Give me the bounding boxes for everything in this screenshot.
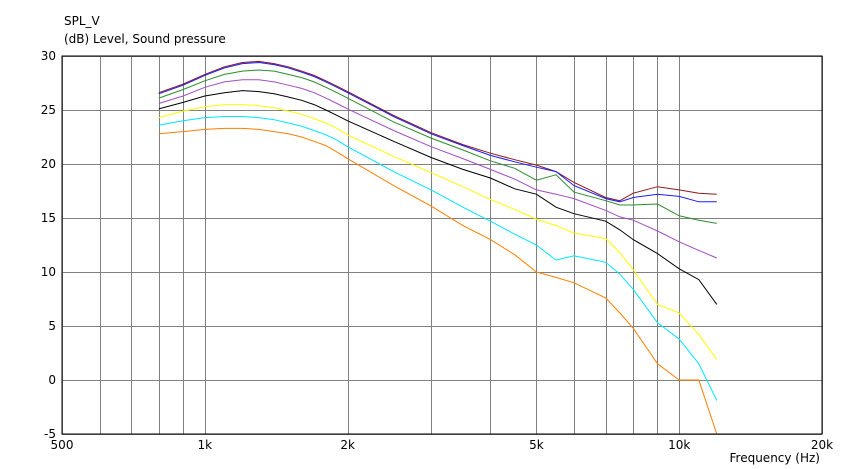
series-line-8 <box>158 127 718 435</box>
chart-subtitle: (dB) Level, Sound pressure <box>64 32 226 46</box>
chart-title: SPL_V <box>64 14 101 28</box>
y-tick-label: 10 <box>41 265 56 279</box>
y-tick-label: 20 <box>41 157 56 171</box>
y-tick-label: 5 <box>48 319 56 333</box>
x-tick-label: 2k <box>340 438 355 452</box>
tick-labels: -5 0 5 10 15 20 25 30 500 1k 2k 5k 10k 20k <box>41 49 833 452</box>
series-line-4 <box>158 79 717 259</box>
series-line-5 <box>158 90 718 305</box>
x-tick-label: 10k <box>668 438 690 452</box>
series-line-6 <box>158 104 718 360</box>
y-tick-label: 0 <box>48 373 56 387</box>
x-tick-label: 5k <box>529 438 544 452</box>
series-layer <box>158 60 718 435</box>
x-tick-label: 20k <box>811 438 833 452</box>
y-tick-label: 30 <box>41 49 56 63</box>
series-line-2 <box>158 61 717 203</box>
series-line-3 <box>158 69 717 224</box>
series-line-1 <box>158 60 717 202</box>
x-axis-label: Frequency (Hz) <box>730 451 821 465</box>
y-tick-label: 25 <box>41 103 56 117</box>
y-tick-label: 15 <box>41 211 56 225</box>
series-line-7 <box>158 116 718 401</box>
y-tick-label: -5 <box>44 427 56 441</box>
x-tick-label: 1k <box>198 438 213 452</box>
plot-frame <box>61 55 823 435</box>
x-tick-label: 500 <box>51 438 74 452</box>
